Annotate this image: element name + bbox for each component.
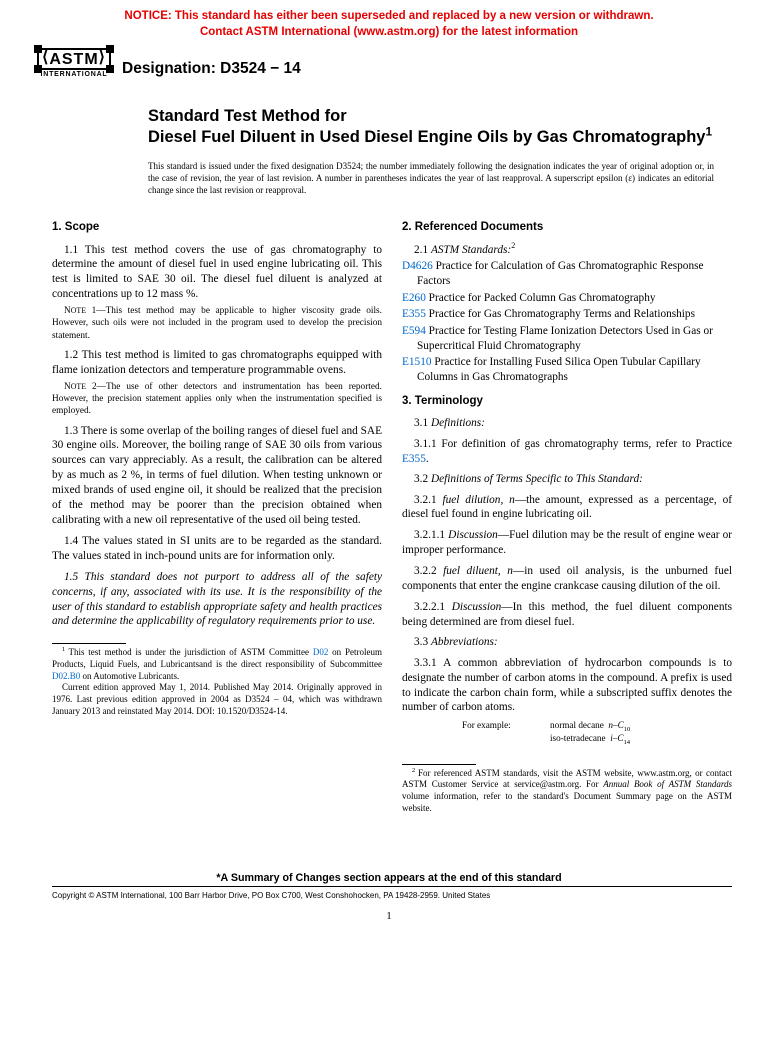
notice-banner: NOTICE: This standard has either been su… [0,0,778,44]
ref-item: E355 Practice for Gas Chromatography Ter… [402,307,732,322]
para-3-2-1: 3.2.1 fuel dilution, n—the amount, expre… [402,493,732,523]
ref-link-e1510[interactable]: E1510 [402,356,432,368]
notice-line-1: NOTICE: This standard has either been su… [124,10,653,22]
para-1-5: 1.5 1.5 This standard does not purport t… [52,570,382,630]
refdocs-heading: 2. Referenced Documents [402,220,732,235]
para-1-3: 1.3 There is some overlap of the boiling… [52,424,382,528]
link-e355[interactable]: E355 [402,453,426,465]
para-3-1-1: 3.1.1 For definition of gas chromatograp… [402,437,732,467]
summary-note: *A Summary of Changes section appears at… [0,872,778,884]
title-main: Diesel Fuel Diluent in Used Diesel Engin… [148,127,718,148]
ref-item: E594 Practice for Testing Flame Ionizati… [402,324,732,353]
issued-note: This standard is issued under the fixed … [0,149,778,196]
note-2: NOTE 2—The use of other detectors and in… [52,381,382,418]
copyright: Copyright © ASTM International, 100 Barr… [0,887,778,900]
title-block: Standard Test Method for Diesel Fuel Dil… [0,78,778,149]
columns: 1. Scope 1.1 This test method covers the… [0,196,778,814]
ref-item: E260 Practice for Packed Column Gas Chro… [402,291,732,306]
example-block: For example:normal decane n–C10 iso-tetr… [402,719,732,743]
ref-list: D4626 Practice for Calculation of Gas Ch… [402,259,732,384]
link-d02b0[interactable]: D02.B0 [52,671,80,681]
ref-link-e355[interactable]: E355 [402,308,426,320]
terminology-heading: 3. Terminology [402,394,732,409]
header-row: ⟨ASTM⟩ INTERNATIONAL Designation: D3524 … [0,44,778,78]
para-1-4: 1.4 The values stated in SI units are to… [52,534,382,564]
logo-text: ⟨ASTM⟩ [37,48,111,70]
para-3-2-1-1: 3.2.1.1 Discussion—Fuel dilution may be … [402,528,732,558]
footnote-2: 2 For referenced ASTM standards, visit t… [402,765,732,815]
para-3-1: 3.1 Definitions: [402,416,732,431]
title-lead: Standard Test Method for [148,106,718,127]
ref-link-e260[interactable]: E260 [402,292,426,304]
para-1-2: 1.2 This test method is limited to gas c… [52,348,382,378]
ref-link-d4626[interactable]: D4626 [402,260,433,272]
ref-link-e594[interactable]: E594 [402,325,426,337]
para-1-1: 1.1 This test method covers the use of g… [52,243,382,303]
note-1: NOTE NOTE 1—This test method may be appl… [52,305,382,342]
para-3-3-1: 3.3.1 A common abbreviation of hydrocarb… [402,656,732,716]
para-3-2-2: 3.2.2 fuel diluent, n—in used oil analys… [402,564,732,594]
para-2-1: 2.1 ASTM Standards:2 [402,243,732,258]
logo-subtext: INTERNATIONAL [40,71,107,78]
para-3-3: 3.3 Abbreviations: [402,635,732,650]
designation: Designation: D3524 − 14 [122,48,301,78]
scope-heading: 1. Scope [52,220,382,235]
para-3-2-2-1: 3.2.2.1 Discussion—In this method, the f… [402,600,732,630]
astm-logo: ⟨ASTM⟩ INTERNATIONAL [36,48,112,78]
footnote-1: 1 This test method is under the jurisdic… [52,644,382,717]
link-d02[interactable]: D02 [313,647,329,657]
notice-line-2: Contact ASTM International (www.astm.org… [200,26,578,38]
para-3-2: 3.2 Definitions of Terms Specific to Thi… [402,472,732,487]
ref-item: D4626 Practice for Calculation of Gas Ch… [402,259,732,288]
ref-item: E1510 Practice for Installing Fused Sili… [402,355,732,384]
page-number: 1 [0,910,778,922]
left-column: 1. Scope 1.1 This test method covers the… [52,220,382,814]
right-column: 2. Referenced Documents 2.1 ASTM Standar… [402,220,732,814]
